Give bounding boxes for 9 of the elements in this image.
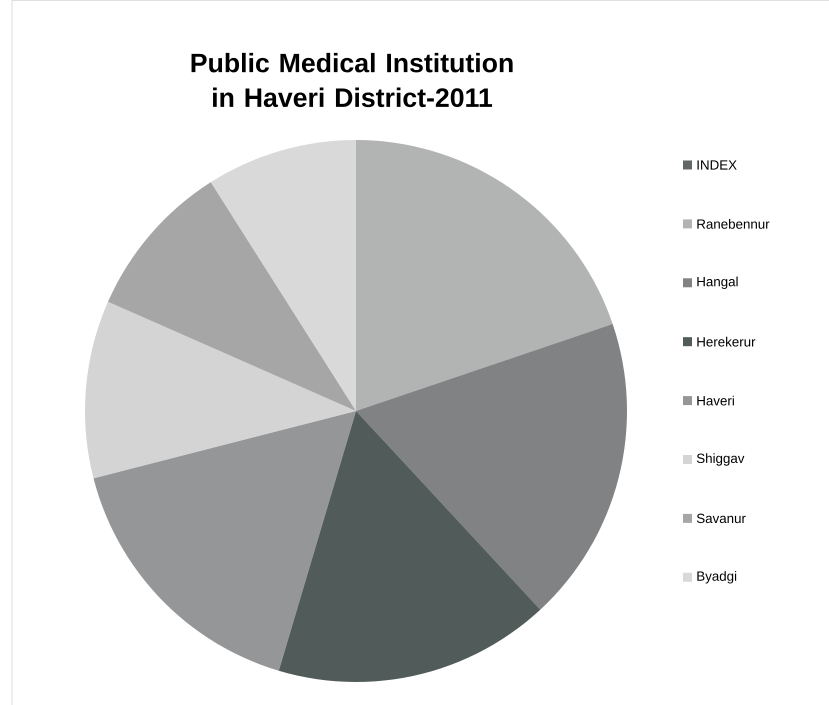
legend-label: Haveri: [697, 396, 734, 406]
legend-label: Hangal: [697, 276, 738, 289]
legend-label: Shiggav: [696, 453, 744, 466]
legend-label: Savanur: [696, 514, 746, 524]
legend-label: Herekerur: [697, 336, 756, 347]
legend-label: INDEX: [698, 160, 737, 170]
chart-title: Public Medical Institution in Haveri District-2011: [192, 52, 513, 108]
legend-label: Byadgi: [697, 571, 736, 584]
legend-label: Ranebennur: [697, 218, 770, 229]
